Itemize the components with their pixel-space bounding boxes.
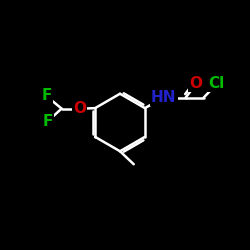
Text: F: F [42,88,52,103]
Text: O: O [190,76,203,90]
Text: HN: HN [151,90,176,105]
Text: O: O [73,101,86,116]
Text: F: F [43,114,53,129]
Text: Cl: Cl [208,76,224,90]
